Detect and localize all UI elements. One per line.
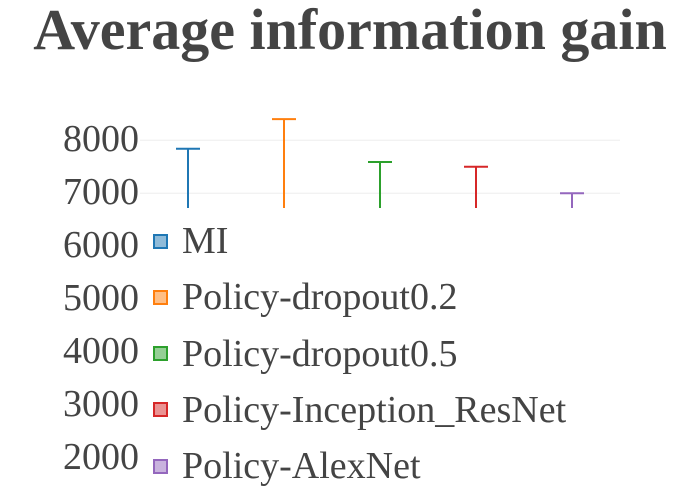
error-bar-3: [368, 161, 392, 208]
legend-item[interactable]: MI: [153, 220, 229, 262]
y-tick-label: 3000: [63, 383, 139, 426]
y-tick-label: 7000: [63, 171, 139, 214]
error-bar-2: [272, 118, 296, 208]
y-tick-label: 2000: [63, 436, 139, 479]
legend-swatch: [153, 346, 168, 362]
legend-swatch: [153, 458, 168, 474]
legend-label: Policy-dropout0.2: [182, 276, 458, 319]
chart-title: Average information gain: [33, 0, 667, 62]
y-tick-label: 4000: [63, 330, 139, 373]
error-bar-1: [176, 147, 200, 208]
legend-item[interactable]: Policy-dropout0.2: [153, 276, 458, 319]
legend-label: MI: [182, 220, 229, 262]
error-bar-4: [464, 165, 488, 208]
legend-item[interactable]: Policy-Inception_ResNet: [153, 388, 567, 431]
error-bar-5: [560, 192, 584, 208]
legend-label: Policy-AlexNet: [182, 445, 421, 488]
y-tick-label: 5000: [63, 277, 139, 320]
y-tick-label: 6000: [63, 224, 139, 267]
y-tick-label: 8000: [63, 118, 139, 161]
legend-swatch: [153, 233, 168, 249]
legend-label: Policy-Inception_ResNet: [182, 388, 567, 431]
legend-label: Policy-dropout0.5: [182, 332, 458, 375]
legend-item[interactable]: Policy-dropout0.5: [153, 332, 458, 375]
legend-item[interactable]: Policy-AlexNet: [153, 445, 421, 488]
legend-swatch: [153, 289, 168, 305]
legend-swatch: [153, 402, 168, 418]
